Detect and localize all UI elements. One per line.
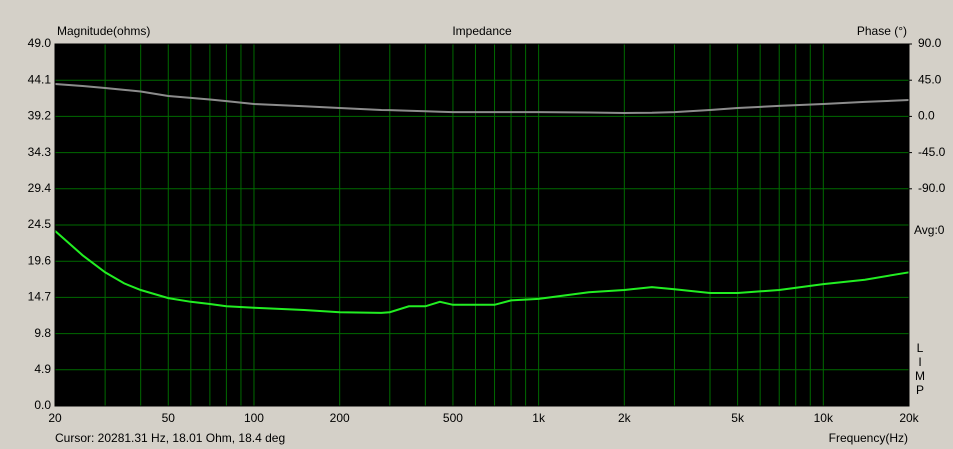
x-tick-label: 100 [244,411,264,425]
x-tick-label: 10k [814,411,834,425]
x-tick-label: 20k [899,411,919,425]
y-tick-label: 9.8 [34,326,51,340]
plot-border [54,43,910,407]
x-tick-label: 50 [162,411,176,425]
x-tick-label: 2k [618,411,632,425]
chart-title: Impedance [452,24,512,38]
y-tick-label: 39.2 [28,109,52,123]
y-axis-label: Magnitude(ohms) [57,24,150,38]
y2-tick-label: 0.0 [918,109,935,123]
y-tick-label: 14.7 [28,290,52,304]
side-label-letter: I [918,355,921,369]
series-line [54,230,910,314]
y2-tick-label: 90.0 [918,36,942,50]
side-label-letter: L [917,341,924,355]
y-tick-label: 4.9 [34,362,51,376]
series-line [54,83,910,115]
y-tick-label: 49.0 [28,36,52,50]
y2-axis-label: Phase (°) [857,24,907,38]
x-tick-label: 20 [48,411,62,425]
y2-tick-label: 45.0 [918,72,942,86]
x-tick-label: 200 [330,411,350,425]
side-label-letter: P [916,383,924,397]
y-tick-label: 24.5 [28,217,52,231]
x-tick-label: 500 [443,411,463,425]
cursor-readout: Cursor: 20281.31 Hz, 18.01 Ohm, 18.4 deg [55,431,285,445]
y-tick-label: 29.4 [28,181,52,195]
y2-tick-label: -45.0 [918,145,946,159]
y-tick-label: 0.0 [34,398,51,412]
y-tick-label: 19.6 [28,253,52,267]
y2-tick-label: -90.0 [918,181,946,195]
x-tick-label: 1k [532,411,546,425]
y-tick-label: 34.3 [28,145,52,159]
y-tick-label: 44.1 [28,72,52,86]
side-label-letter: M [915,369,925,383]
avg-label: Avg:0 [914,223,945,237]
x-axis-label: Frequency(Hz) [829,431,908,445]
x-tick-label: 5k [731,411,745,425]
